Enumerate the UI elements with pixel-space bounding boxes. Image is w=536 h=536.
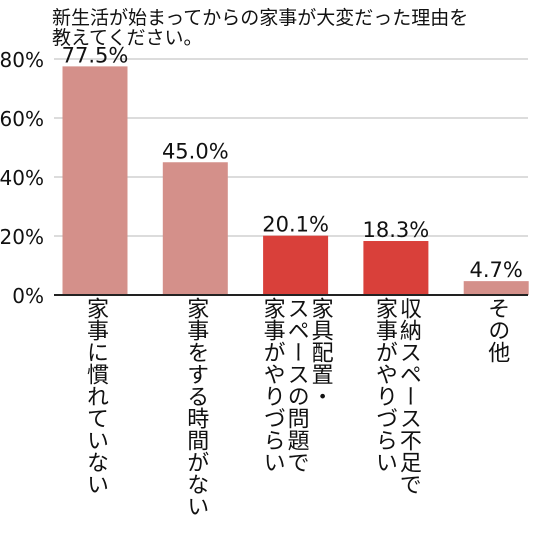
x-tick-label: 家具配置・ bbox=[307, 297, 333, 407]
bar bbox=[363, 241, 429, 295]
bar bbox=[62, 66, 128, 295]
data-label: 18.3% bbox=[363, 218, 430, 242]
data-label: 77.5% bbox=[62, 43, 129, 67]
y-tick-label: 40% bbox=[0, 166, 44, 190]
data-label: 20.1% bbox=[262, 213, 329, 237]
x-tick-label: 収納スペース不足で bbox=[395, 297, 421, 495]
x-tick-label: スペースの問題で bbox=[283, 297, 309, 473]
x-tick-label: 家事がやりづらい bbox=[259, 297, 285, 473]
bar bbox=[263, 235, 329, 295]
y-tick-label: 60% bbox=[0, 107, 44, 131]
x-tick-label: 家事に慣れていない bbox=[83, 297, 108, 495]
y-tick-label: 20% bbox=[0, 225, 44, 249]
x-tick-label: 家事がやりづらい bbox=[371, 297, 397, 473]
bar bbox=[162, 162, 228, 295]
x-tick-label: その他 bbox=[484, 297, 510, 363]
y-tick-label: 80% bbox=[0, 48, 44, 72]
data-label: 45.0% bbox=[162, 139, 229, 163]
y-tick-label: 0% bbox=[12, 284, 44, 308]
data-label: 4.7% bbox=[470, 258, 523, 282]
chart-title-line-1: 新生活が始まってからの家事が大変だった理由を bbox=[52, 7, 469, 29]
x-tick-label: 家事をする時間がない bbox=[183, 297, 209, 517]
bar bbox=[463, 281, 529, 295]
chart-title-line-2: 教えてください。 bbox=[52, 27, 203, 49]
